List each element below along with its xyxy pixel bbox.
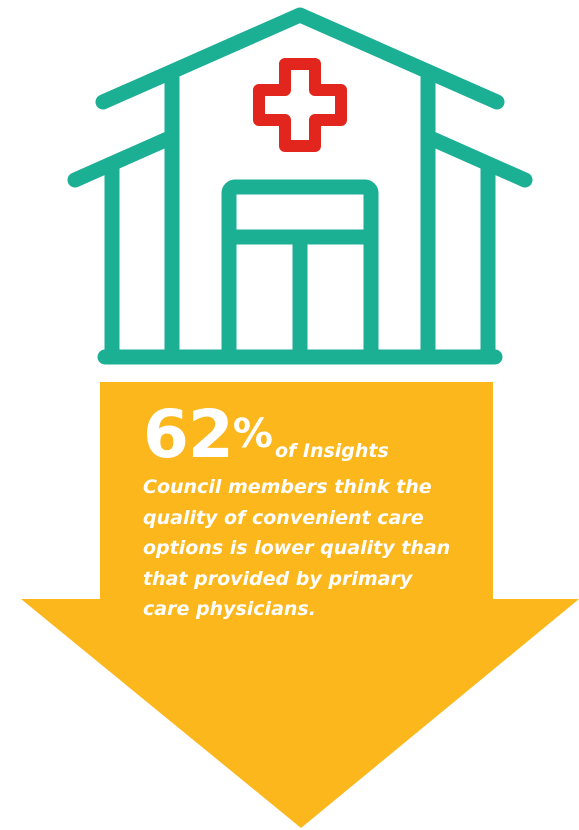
hospital-building-icon xyxy=(67,7,533,365)
stat-number: 62 xyxy=(143,396,234,473)
stat-callout: 62% of Insights Council members think the… xyxy=(143,402,483,625)
down-arrow-shape xyxy=(21,382,579,828)
right-wing-roof xyxy=(420,129,533,188)
stat-percent-sign: % xyxy=(232,411,273,457)
medical-cross-icon xyxy=(253,58,347,152)
stat-headline: 62% of Insights xyxy=(143,402,483,468)
stat-lead-text: of Insights xyxy=(274,440,389,462)
left-wing-roof xyxy=(67,129,180,188)
stat-body-text: Council members think the quality of con… xyxy=(143,476,451,620)
